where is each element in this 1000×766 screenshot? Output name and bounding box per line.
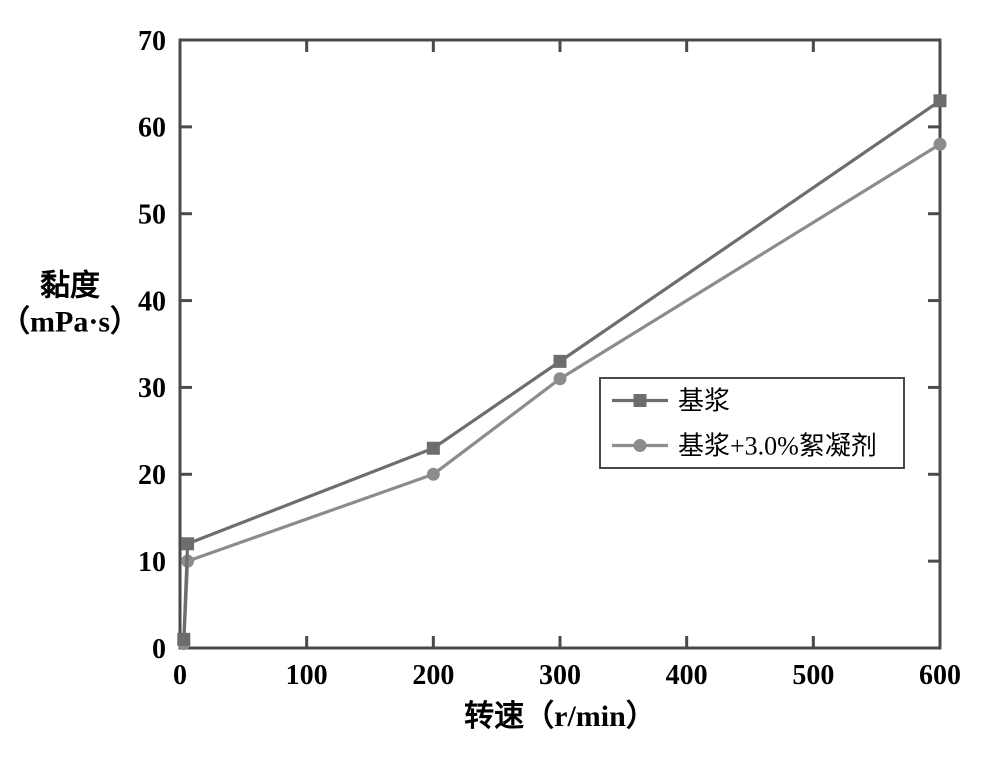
x-tick-label: 600	[919, 660, 961, 691]
legend-item-label: 基浆+3.0%絮凝剂	[678, 432, 877, 461]
legend-item-label: 基浆	[678, 387, 730, 416]
x-tick-label: 0	[173, 660, 187, 691]
y-tick-label: 60	[138, 113, 166, 144]
y-tick-label: 70	[138, 26, 166, 57]
x-tick-label: 100	[286, 660, 328, 691]
y-tick-label: 20	[138, 460, 166, 491]
viscosity-vs-rpm-chart: 0 100 200 300 400 500 600 0 10 20 30 40 50 60 70 黏度（mPa…	[0, 0, 1000, 766]
x-axis-label: 转速（r/min）	[464, 699, 656, 733]
x-tick-label: 500	[792, 660, 834, 691]
x-tick-label: 300	[539, 660, 581, 691]
x-tick-label: 400	[666, 660, 708, 691]
y-tick-label: 0	[152, 634, 166, 665]
y-tick-label: 30	[138, 373, 166, 404]
y-axis-label-line1: 黏度	[40, 269, 100, 302]
legend: 基浆基浆+3.0%絮凝剂	[600, 378, 904, 468]
y-tick-label: 50	[138, 200, 166, 231]
y-axis-label-line2: （mPa·s）	[0, 304, 140, 338]
x-tick-label: 200	[412, 660, 454, 691]
y-tick-label: 40	[138, 286, 166, 317]
y-tick-label: 10	[138, 547, 166, 578]
